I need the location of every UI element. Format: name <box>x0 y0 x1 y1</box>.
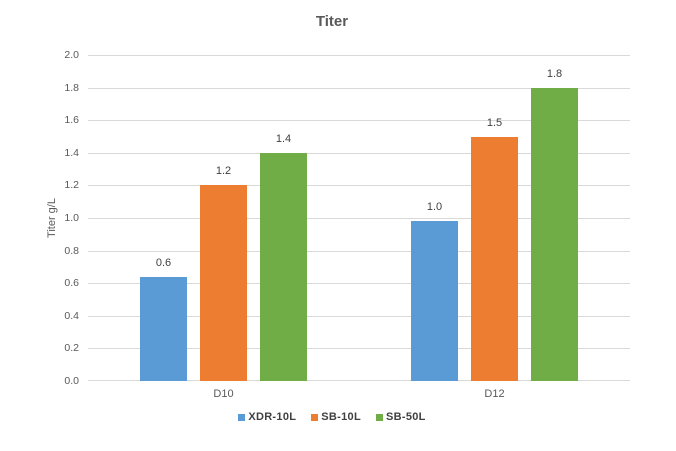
legend-swatch-icon <box>238 413 246 421</box>
y-tick-label: 0.6 <box>64 277 79 290</box>
bar-value-label: 1.0 <box>426 201 443 214</box>
bar-xdr-10l-d10: 0.6 <box>140 257 187 381</box>
legend-swatch-icon <box>311 413 319 421</box>
gridline <box>88 55 630 56</box>
legend-label: SB-10L <box>321 411 361 423</box>
bar-sb-50l-d12: 1.8 <box>531 68 578 381</box>
gridline <box>88 250 630 252</box>
bar-sb-10l-d12: 1.5 <box>471 117 518 381</box>
gridline <box>88 218 630 219</box>
legend-label: SB-50L <box>385 411 426 423</box>
y-tick-label: 1.0 <box>64 212 79 224</box>
bar-sb-10l-d10: 1.2 <box>200 165 247 381</box>
gridline <box>88 87 630 89</box>
bar-value-label: 0.6 <box>155 256 172 269</box>
gridline <box>88 380 630 381</box>
y-axis-title: Titer g/L <box>46 198 58 238</box>
plot-area: 0.0 0.2 0.4 0.6 0.8 1.0 1.2 1.4 1.6 1.8 2.0 0.6 1.2 1… <box>64 49 630 387</box>
bar-value-label: 1.8 <box>546 67 563 80</box>
legend: XDR-10L SB-10L SB-50L <box>0 411 664 423</box>
chart-title: Titer <box>315 13 349 30</box>
gridline <box>88 152 630 154</box>
y-tick-label: 0.2 <box>64 342 79 355</box>
gridline <box>88 315 630 317</box>
x-category-label: D10 <box>213 388 234 400</box>
legend-item-sb-10l: SB-10L <box>311 411 361 423</box>
bar-value-label: 1.4 <box>275 132 292 145</box>
gridline <box>88 283 630 285</box>
bar-sb-50l-d10: 1.4 <box>260 133 307 381</box>
gridline <box>88 348 630 350</box>
bar-group-d12: 1.0 1.5 1.8 <box>411 55 578 381</box>
legend-item-sb-50l: SB-50L <box>375 411 426 423</box>
y-tick-label: 1.2 <box>64 179 79 192</box>
gridline <box>88 185 630 187</box>
y-tick-label: 1.4 <box>64 146 79 159</box>
legend-swatch-icon <box>375 413 383 421</box>
y-tick-label: 1.8 <box>64 81 79 94</box>
y-tick-label: 0.4 <box>64 309 79 322</box>
legend-item-xdr-10l: XDR-10L <box>238 411 296 423</box>
gridline <box>88 120 630 122</box>
y-tick-label: 1.6 <box>64 114 79 127</box>
legend-label: XDR-10L <box>248 411 297 423</box>
y-tick-label: 2.0 <box>64 49 79 61</box>
bar-value-label: 1.5 <box>486 116 503 129</box>
bar-value-label: 1.2 <box>215 165 232 178</box>
bar-xdr-10l-d12: 1.0 <box>411 201 458 381</box>
y-tick-label: 0.8 <box>64 244 79 257</box>
x-category-label: D12 <box>484 388 505 400</box>
y-tick-label: 0.0 <box>64 375 79 387</box>
bar-group-d10: 0.6 1.2 1.4 <box>140 55 307 381</box>
